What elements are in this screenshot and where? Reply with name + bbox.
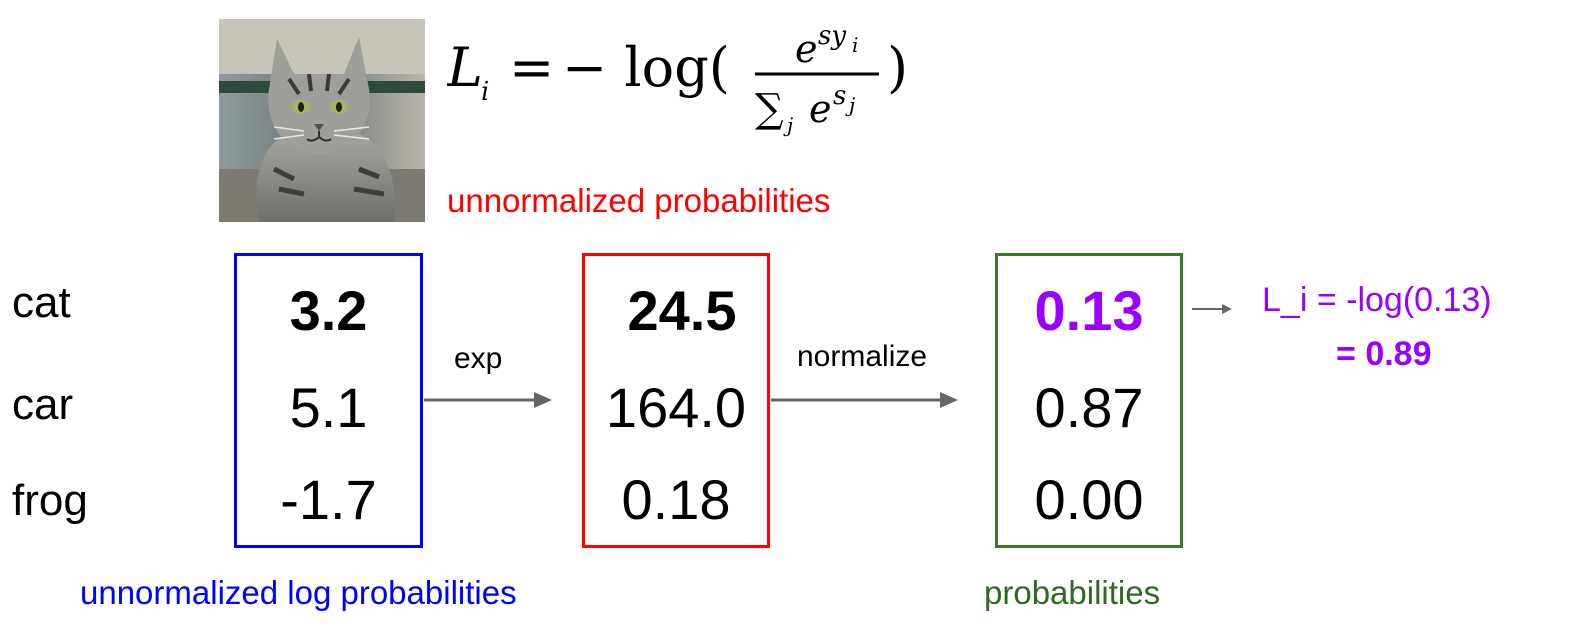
formula-denominator-exponent-subscript: j [845, 93, 855, 117]
cat-photo [219, 19, 425, 222]
formula-svg: L i = − log( e sy i ∑ j e s j ) [446, 21, 908, 137]
score-car: 5.1 [289, 376, 368, 439]
formula-numerator-exponent: sy [818, 22, 846, 51]
operation-exp-label: exp [454, 342, 503, 375]
score-frog: -1.7 [280, 468, 377, 531]
formula-denominator-exponent: s [833, 81, 846, 111]
class-label-cat: cat [12, 278, 71, 327]
loss-arrow [1192, 304, 1232, 314]
loss-result-value: 0.89 [1365, 335, 1432, 373]
formula-sum-symbol: ∑ [755, 86, 784, 132]
class-label-frog: frog [12, 476, 88, 525]
class-label-car: car [12, 380, 74, 429]
prob-frog: 0.00 [1034, 468, 1144, 531]
formula-equals: = [509, 36, 554, 99]
formula-sum-subscript: j [783, 113, 793, 137]
exp-arrow [424, 392, 552, 408]
formula-numerator-exponent-subscript: i [852, 33, 858, 57]
formula-denominator-base: e [809, 87, 832, 131]
normalize-arrow [771, 392, 958, 408]
probabilities-box: 0.13 0.87 0.00 [995, 253, 1183, 548]
formula-minus-log: − log( [562, 36, 730, 99]
exp-score-cat: 24.5 [627, 279, 737, 342]
exp-score-car: 164.0 [605, 376, 747, 439]
formula-lhs: L [447, 36, 483, 99]
exp-score-frog: 0.18 [621, 468, 731, 531]
caption-probabilities: probabilities [984, 574, 1161, 611]
loss-equation: L_i = -log(0.13) [1262, 281, 1492, 319]
loss-result-prefix: = [1336, 335, 1366, 373]
scores-box: 3.2 5.1 -1.7 [234, 253, 423, 548]
loss-result: = 0.89 [1336, 335, 1432, 374]
formula-close-paren: ) [887, 36, 908, 99]
prob-cat: 0.13 [1034, 279, 1144, 342]
exp-scores-box: 24.5 164.0 0.18 [582, 253, 770, 548]
prob-car: 0.87 [1034, 376, 1144, 439]
operation-normalize-label: normalize [797, 340, 928, 373]
softmax-loss-formula: L i = − log( e sy i ∑ j e s j ) [446, 21, 927, 142]
caption-unnormalized-probabilities: unnormalized probabilities [447, 182, 831, 219]
formula-lhs-subscript: i [481, 77, 489, 107]
formula-numerator-base: e [795, 27, 818, 71]
caption-unnormalized-log-probabilities: unnormalized log probabilities [80, 574, 517, 611]
score-cat: 3.2 [289, 279, 368, 342]
